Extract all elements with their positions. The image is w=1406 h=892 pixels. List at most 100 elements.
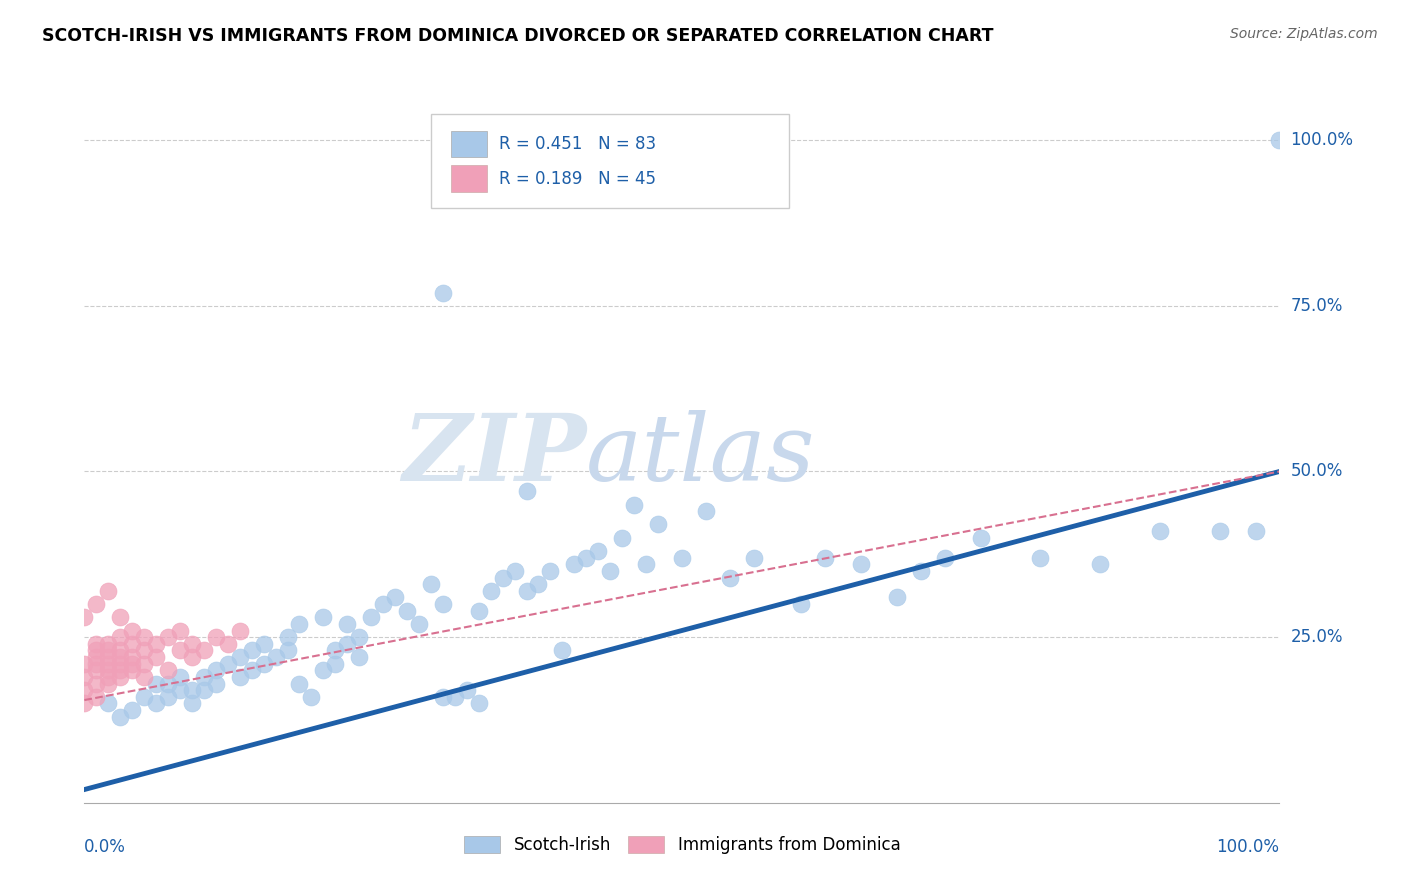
Point [157, 690, 180, 704]
Point [181, 650, 204, 665]
Point [157, 663, 180, 677]
Point [492, 570, 515, 584]
Point [217, 637, 239, 651]
Point [86, 663, 108, 677]
Text: 100.0%: 100.0% [1291, 131, 1354, 149]
Point [132, 690, 156, 704]
Point [193, 683, 215, 698]
Point [671, 550, 693, 565]
Point [73, 670, 96, 684]
Point [336, 616, 359, 631]
Point [851, 558, 873, 572]
Point [229, 670, 252, 684]
Point [145, 637, 167, 651]
Point [349, 650, 371, 665]
Point [86, 650, 108, 665]
Point [86, 637, 108, 651]
Point [575, 550, 598, 565]
Point [73, 610, 96, 624]
Point [110, 610, 132, 624]
Point [695, 504, 717, 518]
Point [814, 550, 837, 565]
Point [73, 697, 96, 711]
Point [384, 591, 406, 605]
Point [121, 663, 143, 677]
Point [1268, 133, 1291, 147]
Point [110, 709, 132, 723]
Text: SCOTCH-IRISH VS IMMIGRANTS FROM DOMINICA DIVORCED OR SEPARATED CORRELATION CHART: SCOTCH-IRISH VS IMMIGRANTS FROM DOMINICA… [42, 27, 994, 45]
Point [540, 564, 562, 578]
Point [181, 683, 204, 698]
Point [444, 690, 467, 704]
Point [240, 663, 263, 677]
Text: 100.0%: 100.0% [1216, 838, 1279, 855]
Point [229, 650, 252, 665]
Point [503, 564, 526, 578]
Point [86, 657, 108, 671]
Point [73, 683, 96, 698]
Point [157, 676, 180, 690]
Point [718, 570, 741, 584]
Point [970, 531, 993, 545]
Point [121, 637, 143, 651]
Point [121, 703, 143, 717]
Point [277, 643, 299, 657]
Point [288, 616, 311, 631]
Point [612, 531, 634, 545]
Point [121, 650, 143, 665]
Point [527, 577, 550, 591]
Point [145, 650, 167, 665]
Point [97, 697, 120, 711]
FancyBboxPatch shape [451, 166, 486, 192]
Point [396, 604, 419, 618]
Text: ZIP: ZIP [402, 410, 586, 500]
Point [432, 690, 454, 704]
Point [86, 643, 108, 657]
Point [110, 657, 132, 671]
Point [479, 583, 502, 598]
Point [169, 670, 191, 684]
Point [564, 558, 586, 572]
Text: R = 0.451   N = 83: R = 0.451 N = 83 [499, 135, 657, 153]
Text: 25.0%: 25.0% [1291, 628, 1343, 646]
Point [86, 676, 108, 690]
Point [1149, 524, 1171, 538]
Point [264, 650, 287, 665]
Point [169, 643, 191, 657]
Point [97, 657, 120, 671]
Point [636, 558, 658, 572]
Text: 0.0%: 0.0% [84, 838, 127, 855]
Point [121, 657, 143, 671]
Point [110, 663, 132, 677]
Point [516, 583, 538, 598]
Point [456, 683, 478, 698]
Text: atlas: atlas [586, 410, 815, 500]
Point [886, 591, 908, 605]
Point [205, 663, 228, 677]
Point [97, 583, 120, 598]
Point [432, 597, 454, 611]
Point [1209, 524, 1232, 538]
Point [205, 630, 228, 644]
Point [97, 663, 120, 677]
Point [97, 643, 120, 657]
Point [193, 670, 215, 684]
Point [169, 624, 191, 638]
Point [157, 630, 180, 644]
Point [373, 597, 395, 611]
Point [277, 630, 299, 644]
Point [647, 517, 669, 532]
Text: Source: ZipAtlas.com: Source: ZipAtlas.com [1230, 27, 1378, 41]
Point [193, 643, 215, 657]
Point [588, 544, 610, 558]
Point [86, 597, 108, 611]
Point [420, 577, 443, 591]
Point [360, 610, 382, 624]
Point [432, 285, 454, 300]
Point [229, 624, 252, 638]
Point [1244, 524, 1267, 538]
Point [325, 657, 347, 671]
Text: 75.0%: 75.0% [1291, 297, 1343, 315]
Point [97, 676, 120, 690]
Point [110, 670, 132, 684]
